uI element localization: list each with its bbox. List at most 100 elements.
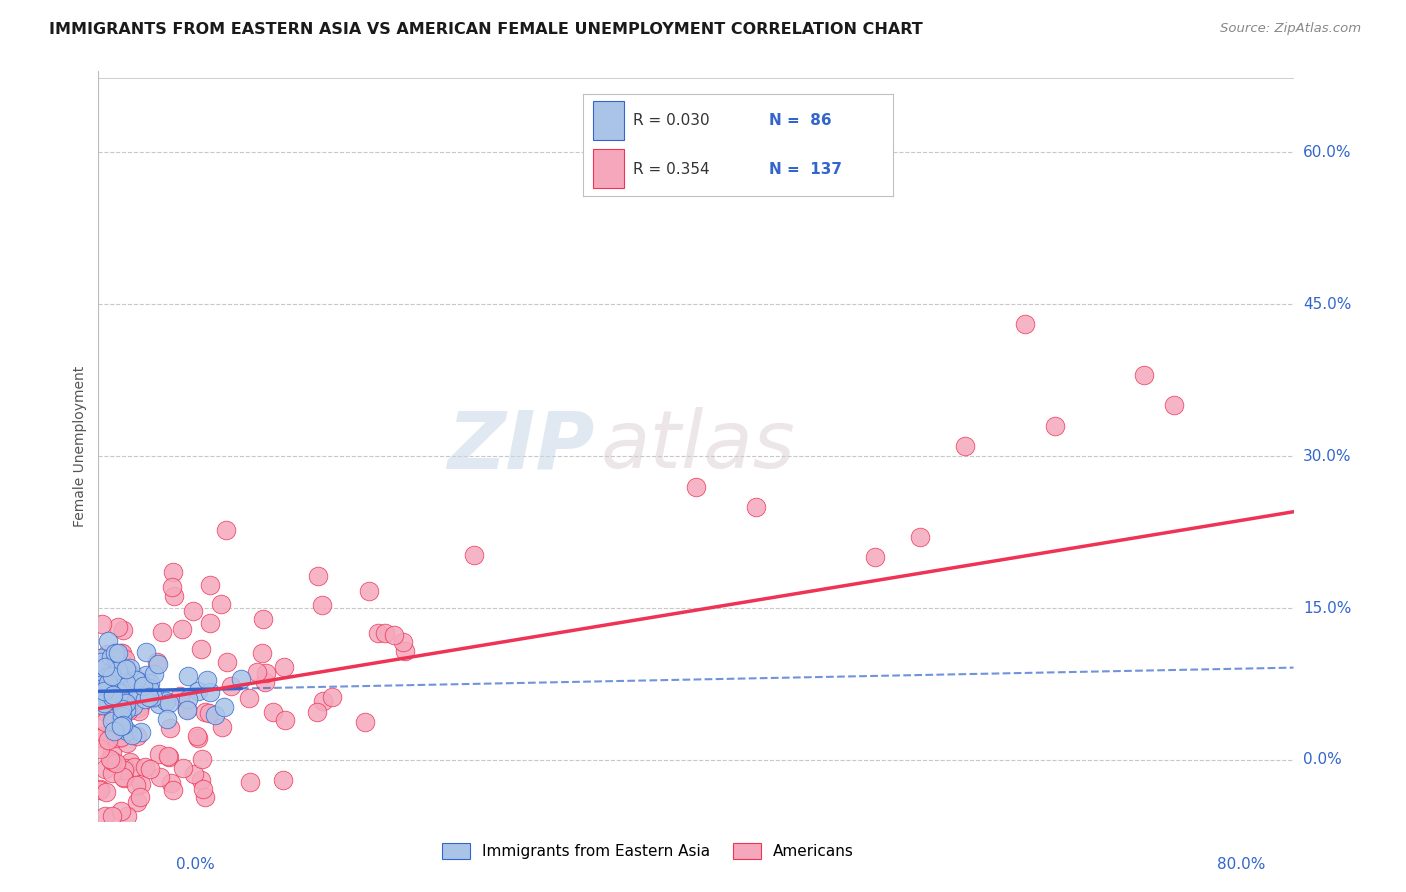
Text: IMMIGRANTS FROM EASTERN ASIA VS AMERICAN FEMALE UNEMPLOYMENT CORRELATION CHART: IMMIGRANTS FROM EASTERN ASIA VS AMERICAN… <box>49 22 922 37</box>
Point <box>94 785 117 799</box>
Point <box>143 667 166 681</box>
Point <box>97 675 120 690</box>
Point <box>117 704 139 718</box>
Point <box>135 667 157 681</box>
Point <box>111 709 134 723</box>
Point <box>157 696 180 710</box>
Point <box>252 612 274 626</box>
Point <box>91 698 114 712</box>
Point <box>191 752 214 766</box>
Point <box>271 772 294 787</box>
Point <box>146 657 169 672</box>
Point <box>97 698 120 713</box>
Point <box>108 686 131 700</box>
Text: R = 0.030: R = 0.030 <box>633 113 710 128</box>
Point <box>128 675 150 690</box>
Point <box>90 684 112 698</box>
Point <box>93 696 115 710</box>
Point <box>125 795 148 809</box>
Point <box>101 677 124 691</box>
Point <box>219 680 242 694</box>
Point <box>90 664 112 678</box>
Point <box>93 762 115 776</box>
Point <box>169 690 191 704</box>
Point <box>101 681 124 695</box>
Point <box>111 681 134 695</box>
Point <box>98 752 121 766</box>
Point <box>112 669 135 683</box>
Text: 0.0%: 0.0% <box>176 857 215 872</box>
Point <box>129 689 152 703</box>
Point <box>162 565 184 579</box>
Point <box>157 749 180 764</box>
Point <box>198 578 221 592</box>
Point <box>89 741 111 756</box>
Legend: Immigrants from Eastern Asia, Americans: Immigrants from Eastern Asia, Americans <box>436 838 860 865</box>
Point <box>112 705 135 719</box>
Point <box>239 774 262 789</box>
Point <box>100 665 122 680</box>
Point <box>745 500 768 514</box>
Point <box>125 673 148 688</box>
Point <box>111 770 134 784</box>
Point <box>89 731 111 746</box>
Point <box>105 756 128 771</box>
Point <box>90 655 112 669</box>
Point <box>96 647 118 661</box>
Point <box>129 790 152 805</box>
Point <box>97 686 120 700</box>
Point <box>94 659 117 673</box>
Point <box>120 755 142 769</box>
Text: 60.0%: 60.0% <box>1303 145 1351 160</box>
Point <box>127 700 149 714</box>
Point <box>101 689 124 703</box>
Point <box>321 690 343 705</box>
Point <box>262 705 284 719</box>
Point <box>463 549 485 563</box>
Point <box>100 672 122 686</box>
Point <box>181 604 204 618</box>
Point <box>94 667 117 681</box>
Point <box>112 718 135 732</box>
Point <box>132 679 155 693</box>
Point <box>110 730 132 744</box>
Point <box>131 724 153 739</box>
Point <box>160 775 183 789</box>
Text: atlas: atlas <box>600 407 796 485</box>
Point <box>94 728 117 742</box>
Point <box>111 716 134 731</box>
Point <box>129 777 152 791</box>
Point <box>89 782 111 797</box>
Point <box>194 789 217 804</box>
Point <box>115 696 138 710</box>
Point <box>204 708 226 723</box>
Point <box>97 732 120 747</box>
Point <box>211 720 233 734</box>
Point <box>804 135 827 149</box>
Point <box>114 760 136 774</box>
Point <box>122 668 145 682</box>
Point <box>211 597 233 611</box>
Point <box>190 642 212 657</box>
Point <box>117 665 139 679</box>
Point <box>110 698 132 713</box>
Point <box>111 623 134 637</box>
Point <box>100 650 122 665</box>
Point <box>110 646 132 660</box>
Point <box>176 703 198 717</box>
Point <box>97 633 120 648</box>
Point <box>96 673 118 688</box>
Point <box>108 676 131 690</box>
Point <box>382 628 405 642</box>
Point <box>187 684 209 698</box>
Text: R = 0.354: R = 0.354 <box>633 161 710 177</box>
Point <box>90 650 112 665</box>
Point <box>229 672 252 686</box>
Point <box>93 699 115 714</box>
Point <box>110 669 132 683</box>
Point <box>273 660 295 674</box>
Point <box>139 762 162 776</box>
Point <box>100 745 122 759</box>
Point <box>155 694 177 708</box>
Point <box>198 706 221 721</box>
